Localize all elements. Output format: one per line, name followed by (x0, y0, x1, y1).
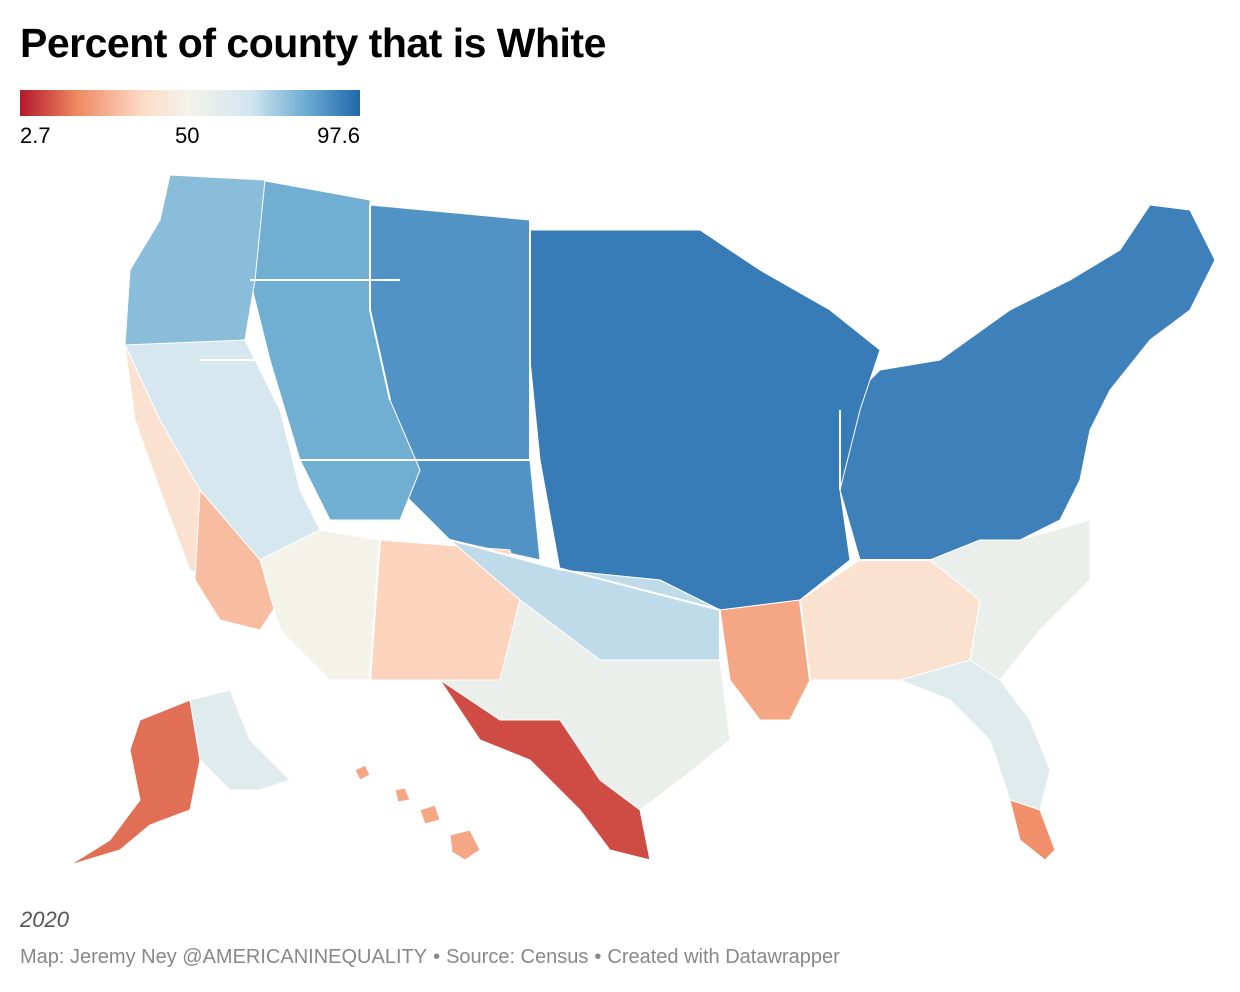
footer-tool: Created with Datawrapper (607, 946, 840, 968)
region-alaska-east (189, 689, 291, 791)
map-title: Percent of county that is White (20, 20, 606, 66)
region-florida (898, 659, 1051, 811)
footer-source: Source: Census (446, 946, 589, 968)
region-southeast-coast (929, 519, 1091, 681)
region-alaska-west (69, 699, 201, 866)
map-footer: Map: Jeremy Ney @AMERICANINEQUALITY • Sour… (20, 946, 840, 969)
region-pacific-northwest (124, 174, 266, 361)
footer-credit: Map: Jeremy Ney @AMERICANINEQUALITY (20, 946, 428, 968)
legend-max-label: 97.6 (317, 123, 360, 148)
state-borders (200, 205, 930, 681)
region-northeast (839, 204, 1216, 561)
legend-mid-label: 50 (175, 123, 200, 148)
legend-gradient-bar (20, 90, 360, 116)
color-legend: 2.7 50 97.6 (20, 90, 360, 149)
region-south-florida (1009, 799, 1056, 861)
map-year-note: 2020 (20, 907, 69, 932)
region-hawaii (354, 764, 481, 861)
legend-min-label: 2.7 (20, 123, 51, 148)
us-county-map (69, 174, 1216, 866)
region-mississippi-delta (719, 599, 811, 721)
region-arizona (259, 529, 381, 681)
footer-separator: • (594, 946, 602, 968)
region-upper-midwest (529, 229, 881, 611)
region-south-texas-border (439, 679, 651, 861)
footer-separator: • (433, 946, 441, 968)
